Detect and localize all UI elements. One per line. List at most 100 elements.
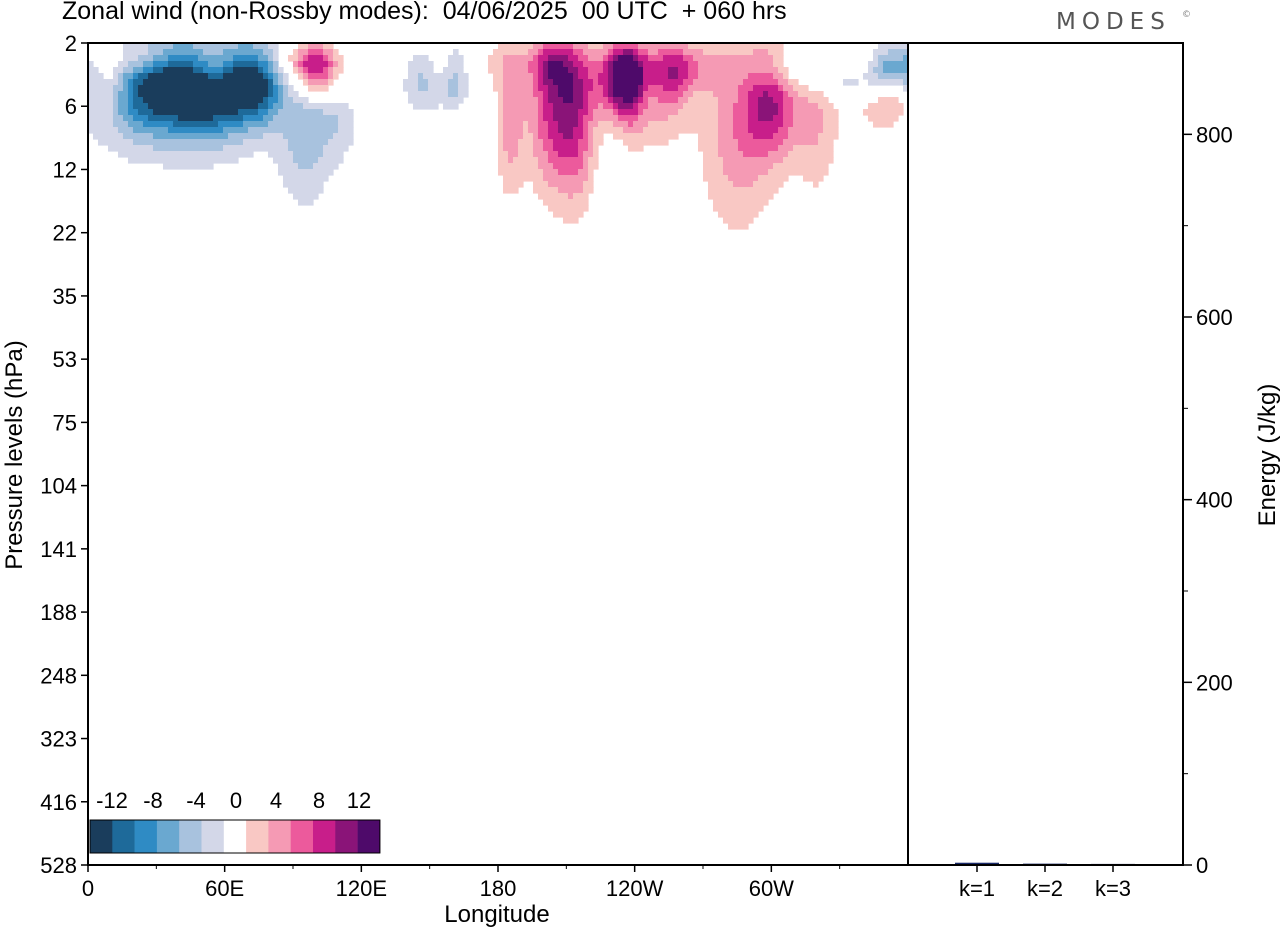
field-cell bbox=[503, 187, 519, 194]
field-cell bbox=[273, 55, 279, 62]
field-cell bbox=[618, 103, 634, 110]
field-cell bbox=[548, 121, 559, 128]
field-cell bbox=[878, 61, 884, 68]
field-cell bbox=[773, 163, 829, 170]
field-cell bbox=[738, 85, 754, 92]
field-cell bbox=[638, 103, 649, 110]
field-cell bbox=[613, 73, 644, 80]
field-cell bbox=[628, 145, 644, 152]
field-cell bbox=[278, 91, 284, 98]
field-cell bbox=[88, 127, 119, 134]
field-cell bbox=[498, 91, 504, 98]
field-cell bbox=[223, 73, 264, 80]
field-cell bbox=[288, 139, 329, 146]
field-cell bbox=[683, 103, 719, 110]
field-cell bbox=[533, 43, 544, 50]
field-cell bbox=[568, 55, 579, 62]
field-cell bbox=[593, 133, 604, 140]
field-cell bbox=[448, 61, 464, 68]
field-cell bbox=[328, 55, 334, 62]
colorbar-label: 8 bbox=[313, 788, 325, 813]
field-cell bbox=[733, 133, 754, 140]
field-cell bbox=[553, 211, 584, 218]
field-cell bbox=[328, 73, 334, 80]
field-cell bbox=[703, 151, 719, 158]
field-cell bbox=[268, 79, 274, 86]
field-cell bbox=[123, 43, 149, 50]
field-cell bbox=[688, 97, 719, 104]
field-cell bbox=[213, 115, 244, 122]
field-cell bbox=[533, 187, 559, 194]
field-cell bbox=[643, 127, 719, 134]
field-cell bbox=[638, 97, 644, 104]
field-cell bbox=[323, 145, 349, 152]
field-cell bbox=[683, 55, 694, 62]
field-cell bbox=[503, 55, 534, 62]
field-cell bbox=[518, 151, 534, 158]
field-cell bbox=[273, 157, 294, 164]
field-cell bbox=[643, 73, 669, 80]
field-cell bbox=[583, 133, 589, 140]
field-cell bbox=[113, 109, 119, 116]
field-cell bbox=[543, 115, 554, 122]
field-cell bbox=[123, 67, 134, 74]
field-cell bbox=[583, 85, 594, 92]
energy-category-label: k=1 bbox=[959, 876, 995, 901]
field-cell bbox=[793, 103, 819, 110]
field-cell bbox=[873, 121, 894, 128]
colorbar-swatch bbox=[357, 820, 381, 853]
field-cell bbox=[273, 67, 279, 74]
colorbar-legend: -12 -8 -4 0 4 8 12 bbox=[89, 788, 381, 854]
field-cell bbox=[698, 73, 749, 80]
field-cell bbox=[538, 103, 544, 110]
field-cell bbox=[758, 97, 774, 104]
field-cell bbox=[523, 121, 529, 128]
y-tick-label: 528 bbox=[40, 853, 77, 878]
field-cell bbox=[543, 43, 574, 50]
field-cell bbox=[268, 103, 274, 110]
energy-category-label: k=2 bbox=[1027, 876, 1063, 901]
field-cell bbox=[718, 145, 739, 152]
field-cell bbox=[123, 49, 149, 56]
field-cell bbox=[538, 55, 549, 62]
field-cell bbox=[303, 67, 309, 74]
field-cell bbox=[323, 67, 329, 74]
field-cell bbox=[578, 169, 589, 176]
field-cell bbox=[263, 97, 269, 104]
field-cell bbox=[698, 67, 779, 74]
field-cell bbox=[508, 157, 514, 164]
field-cell bbox=[563, 133, 574, 140]
x-tick-label: 120E bbox=[336, 876, 387, 901]
energy-panel: 0 200 400 600 800 k=1 k=2 k=3 bbox=[955, 122, 1233, 901]
field-cell bbox=[308, 49, 324, 56]
field-cell bbox=[328, 67, 334, 74]
field-cell bbox=[648, 49, 659, 56]
field-cell bbox=[133, 85, 139, 92]
field-cell bbox=[613, 49, 624, 56]
field-cell bbox=[203, 67, 224, 74]
field-cell bbox=[878, 97, 899, 104]
field-cell bbox=[578, 121, 584, 128]
field-cell bbox=[668, 115, 719, 122]
field-cell bbox=[278, 109, 324, 116]
field-cell bbox=[538, 109, 544, 116]
field-cell bbox=[533, 181, 549, 188]
field-cell bbox=[553, 79, 574, 86]
field-cell bbox=[448, 79, 459, 86]
field-cell bbox=[498, 109, 504, 116]
y-tick-label: 248 bbox=[40, 663, 77, 688]
energy-tick-label: 200 bbox=[1196, 670, 1233, 695]
field-cell bbox=[163, 49, 204, 56]
field-cell bbox=[613, 97, 624, 104]
field-cell bbox=[123, 73, 134, 80]
field-cell bbox=[688, 73, 699, 80]
field-cell bbox=[293, 193, 319, 200]
field-cell bbox=[538, 79, 544, 86]
field-cell bbox=[323, 109, 354, 116]
field-cell bbox=[193, 61, 209, 68]
field-cell bbox=[578, 73, 589, 80]
field-cell bbox=[623, 127, 644, 134]
field-cell bbox=[868, 61, 879, 68]
field-cell bbox=[283, 103, 304, 110]
